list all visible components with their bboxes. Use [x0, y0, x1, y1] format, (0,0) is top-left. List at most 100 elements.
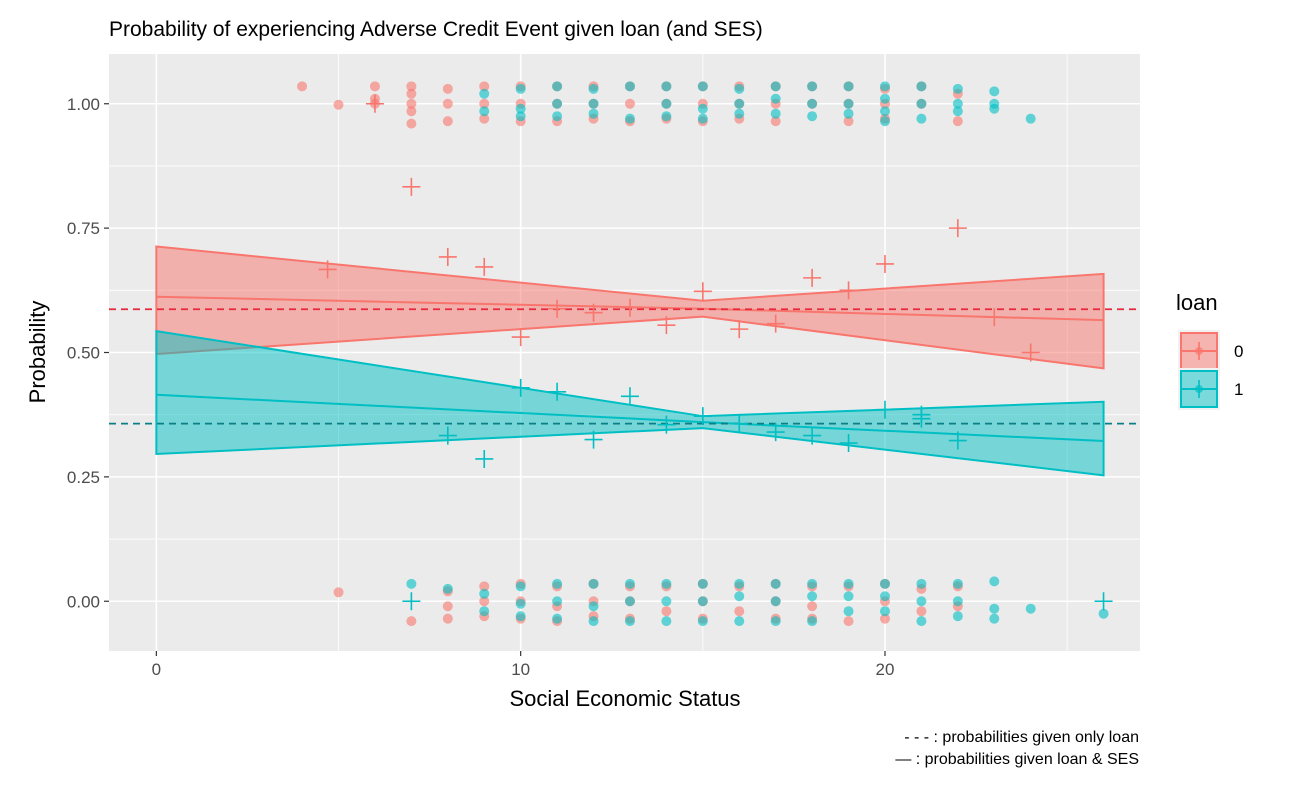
point-loan-1: [661, 111, 672, 122]
point-loan-0: [406, 88, 417, 99]
mean-marker-loan-1: [1094, 592, 1113, 611]
y-tick-label: 0.50: [67, 344, 100, 363]
x-tick-label: 0: [152, 660, 161, 679]
point-loan-1: [770, 93, 781, 104]
mean-marker-loan-1: [584, 430, 603, 449]
overall-probability-lines: [109, 308, 1140, 425]
mean-marker-loan-1: [438, 426, 457, 445]
point-loan-1: [989, 613, 1000, 624]
point-loan-1: [624, 616, 635, 627]
point-loan-1: [989, 603, 1000, 614]
point-loan-0: [843, 616, 854, 627]
point-loan-1: [661, 578, 672, 589]
y-tick-label: 0.75: [67, 219, 100, 238]
y-tick-label: 1.00: [67, 95, 100, 114]
point-loan-1: [843, 108, 854, 119]
mean-marker-loan-0: [657, 316, 676, 335]
point-loan-1: [697, 596, 708, 607]
point-loan-1: [479, 606, 490, 617]
point-loan-1: [952, 98, 963, 109]
point-loan-1: [552, 111, 563, 122]
point-loan-1: [843, 591, 854, 602]
point-loan-0: [843, 116, 854, 127]
point-loan-1: [952, 611, 963, 622]
point-loan-1: [588, 108, 599, 119]
legend-label: 1: [1234, 380, 1243, 399]
point-loan-1: [479, 588, 490, 599]
mean-marker-loan-1: [402, 592, 421, 611]
point-loan-1: [552, 596, 563, 607]
point-loan-1: [734, 98, 745, 109]
point-loan-1: [879, 606, 890, 617]
point-loan-1: [552, 613, 563, 624]
point-loan-0: [406, 81, 417, 92]
point-loan-0: [442, 116, 453, 127]
point-loan-1: [697, 578, 708, 589]
point-loan-1: [624, 578, 635, 589]
point-loan-1: [661, 616, 672, 627]
point-loan-0: [406, 98, 417, 109]
point-loan-1: [515, 83, 526, 94]
point-loan-0: [624, 98, 635, 109]
point-loan-1: [770, 81, 781, 92]
y-tick-label: 0.25: [67, 468, 100, 487]
point-loan-1: [624, 81, 635, 92]
point-loan-0: [952, 116, 963, 127]
point-loan-1: [879, 578, 890, 589]
point-loan-1: [697, 113, 708, 124]
point-loan-1: [661, 596, 672, 607]
legend-key-point: [1195, 347, 1203, 355]
mean-marker-loan-0: [365, 94, 384, 113]
point-loan-1: [661, 81, 672, 92]
major-gridlines: [109, 54, 1140, 651]
legend: loan 0 1: [1176, 290, 1243, 410]
point-loan-1: [879, 591, 890, 602]
point-loan-0: [442, 98, 453, 109]
point-loan-1: [952, 578, 963, 589]
mean-marker-loan-1: [839, 434, 858, 453]
y-axis: 0.00 0.25 0.50 0.75 1.00: [67, 95, 109, 611]
point-loan-1: [479, 88, 490, 99]
point-loan-1: [807, 578, 818, 589]
mean-marker-loan-0: [766, 314, 785, 333]
legend-title: loan: [1176, 290, 1218, 315]
point-loan-1: [552, 81, 563, 92]
point-loan-1: [807, 591, 818, 602]
mean-marker-loan-1: [948, 431, 967, 450]
point-loan-1: [406, 578, 417, 589]
point-loan-1: [588, 98, 599, 109]
mean-marker-loan-1: [766, 423, 785, 442]
point-loan-1: [515, 611, 526, 622]
mean-marker-loan-0: [839, 281, 858, 300]
point-loan-1: [552, 578, 563, 589]
point-loan-1: [588, 601, 599, 612]
mean-marker-loan-1: [620, 387, 639, 406]
x-axis: 0 10 20: [152, 651, 894, 679]
point-loan-1: [843, 98, 854, 109]
mean-marker-loan-0: [402, 177, 421, 196]
mean-marker-loan-1: [912, 409, 931, 428]
point-loan-1: [916, 578, 927, 589]
point-loan-1: [843, 81, 854, 92]
point-loan-1: [916, 113, 927, 124]
point-loan-1: [770, 616, 781, 627]
mean-marker-loan-0: [948, 219, 967, 238]
point-loan-1: [807, 81, 818, 92]
mean-marker-loan-0: [318, 260, 337, 279]
point-loan-1: [661, 98, 672, 109]
point-loan-0: [369, 81, 380, 92]
mean-marker-loan-0: [1021, 343, 1040, 362]
point-loan-0: [479, 113, 490, 124]
legend-key-point: [1195, 385, 1203, 393]
point-loan-0: [333, 587, 344, 598]
point-loan-1: [879, 106, 890, 117]
point-loan-0: [916, 606, 927, 617]
point-loan-1: [770, 578, 781, 589]
point-loan-1: [843, 578, 854, 589]
mean-marker-loan-0: [985, 308, 1004, 327]
mean-marker-loan-0: [584, 303, 603, 322]
mean-marker-loan-0: [620, 298, 639, 317]
point-loan-1: [697, 81, 708, 92]
point-loan-1: [916, 81, 927, 92]
